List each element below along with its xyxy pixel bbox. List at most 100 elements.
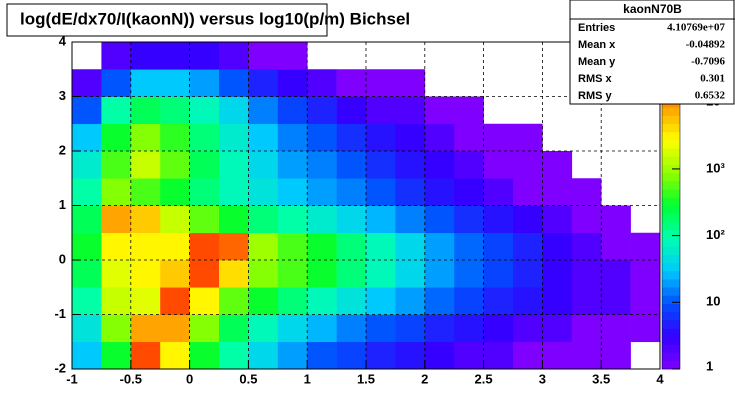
cell [571, 287, 602, 315]
cell [160, 42, 190, 70]
cell [307, 96, 337, 125]
palette-step [662, 328, 680, 337]
cell [571, 314, 602, 343]
cell [219, 314, 249, 343]
palette-step [662, 311, 680, 321]
cell [542, 205, 573, 234]
cell [336, 232, 367, 261]
cell [72, 232, 102, 261]
palette-step [662, 164, 680, 174]
cell [130, 123, 161, 152]
cell [513, 314, 543, 343]
cell [248, 69, 279, 97]
cell [395, 287, 426, 315]
cell [630, 314, 661, 343]
cell [130, 232, 161, 261]
palette-step [662, 238, 680, 247]
cell [248, 314, 279, 343]
cell [277, 232, 308, 261]
cell [189, 260, 220, 288]
cell [189, 123, 220, 152]
cell [248, 205, 279, 234]
cell [366, 96, 396, 125]
cell [630, 260, 661, 288]
cell [130, 178, 161, 206]
cell [454, 314, 484, 343]
palette-step [662, 360, 680, 370]
x-tick-label: -1 [66, 371, 78, 386]
cell [248, 42, 279, 70]
cell [130, 341, 161, 370]
stats-label: RMS y [578, 90, 613, 102]
palette-step [662, 197, 680, 206]
cell [336, 123, 367, 152]
cell [542, 178, 573, 206]
cell [454, 178, 484, 206]
cell [395, 232, 426, 261]
cell [101, 232, 132, 261]
cell [307, 341, 337, 370]
palette-step [662, 205, 680, 214]
cell [189, 69, 220, 97]
x-tick-label: 1 [304, 371, 311, 386]
cell [366, 287, 396, 315]
cell [336, 314, 367, 343]
cell [601, 260, 631, 288]
cell [601, 341, 631, 370]
cell [72, 341, 102, 370]
z-tick-label: 10² [706, 227, 725, 242]
cell [277, 123, 308, 152]
cell [424, 205, 455, 234]
stats-value: -0.7096 [691, 56, 725, 68]
cell [101, 178, 132, 206]
title-box [6, 3, 328, 37]
cell [483, 151, 514, 179]
cell [219, 287, 249, 315]
palette-step [662, 172, 680, 182]
cell [395, 123, 426, 152]
palette-step [662, 230, 680, 239]
cell [395, 96, 426, 125]
cell [366, 341, 396, 370]
cell [277, 42, 308, 70]
cells [72, 42, 661, 370]
cell [307, 314, 337, 343]
stats-value: 0.6532 [695, 90, 726, 102]
cell [160, 232, 190, 261]
cell [160, 287, 190, 315]
cell [424, 260, 455, 288]
cell [513, 151, 543, 179]
palette-step [662, 148, 680, 157]
cell [395, 314, 426, 343]
x-tick-label: 4 [656, 371, 664, 386]
cell [395, 69, 426, 97]
stats-value: 0.301 [700, 73, 725, 85]
cell [336, 341, 367, 370]
cell [101, 123, 132, 152]
stats-value: -0.04892 [686, 39, 726, 51]
cell [513, 260, 543, 288]
cell [513, 123, 543, 152]
cell [424, 123, 455, 152]
cell [542, 314, 573, 343]
cell [189, 341, 220, 370]
cell [72, 123, 102, 152]
stats-label: Entries [578, 22, 615, 34]
palette-step [662, 254, 680, 264]
cell [336, 96, 367, 125]
palette-step [662, 123, 680, 133]
cell [630, 287, 661, 315]
cell [101, 42, 132, 70]
cell [336, 69, 367, 97]
palette-step [662, 189, 680, 198]
cell [130, 151, 161, 179]
palette-step [662, 303, 680, 313]
cell [630, 232, 661, 261]
cell [277, 69, 308, 97]
cell [160, 314, 190, 343]
cell [483, 287, 514, 315]
cell [248, 260, 279, 288]
cell [219, 341, 249, 370]
cell [307, 69, 337, 97]
